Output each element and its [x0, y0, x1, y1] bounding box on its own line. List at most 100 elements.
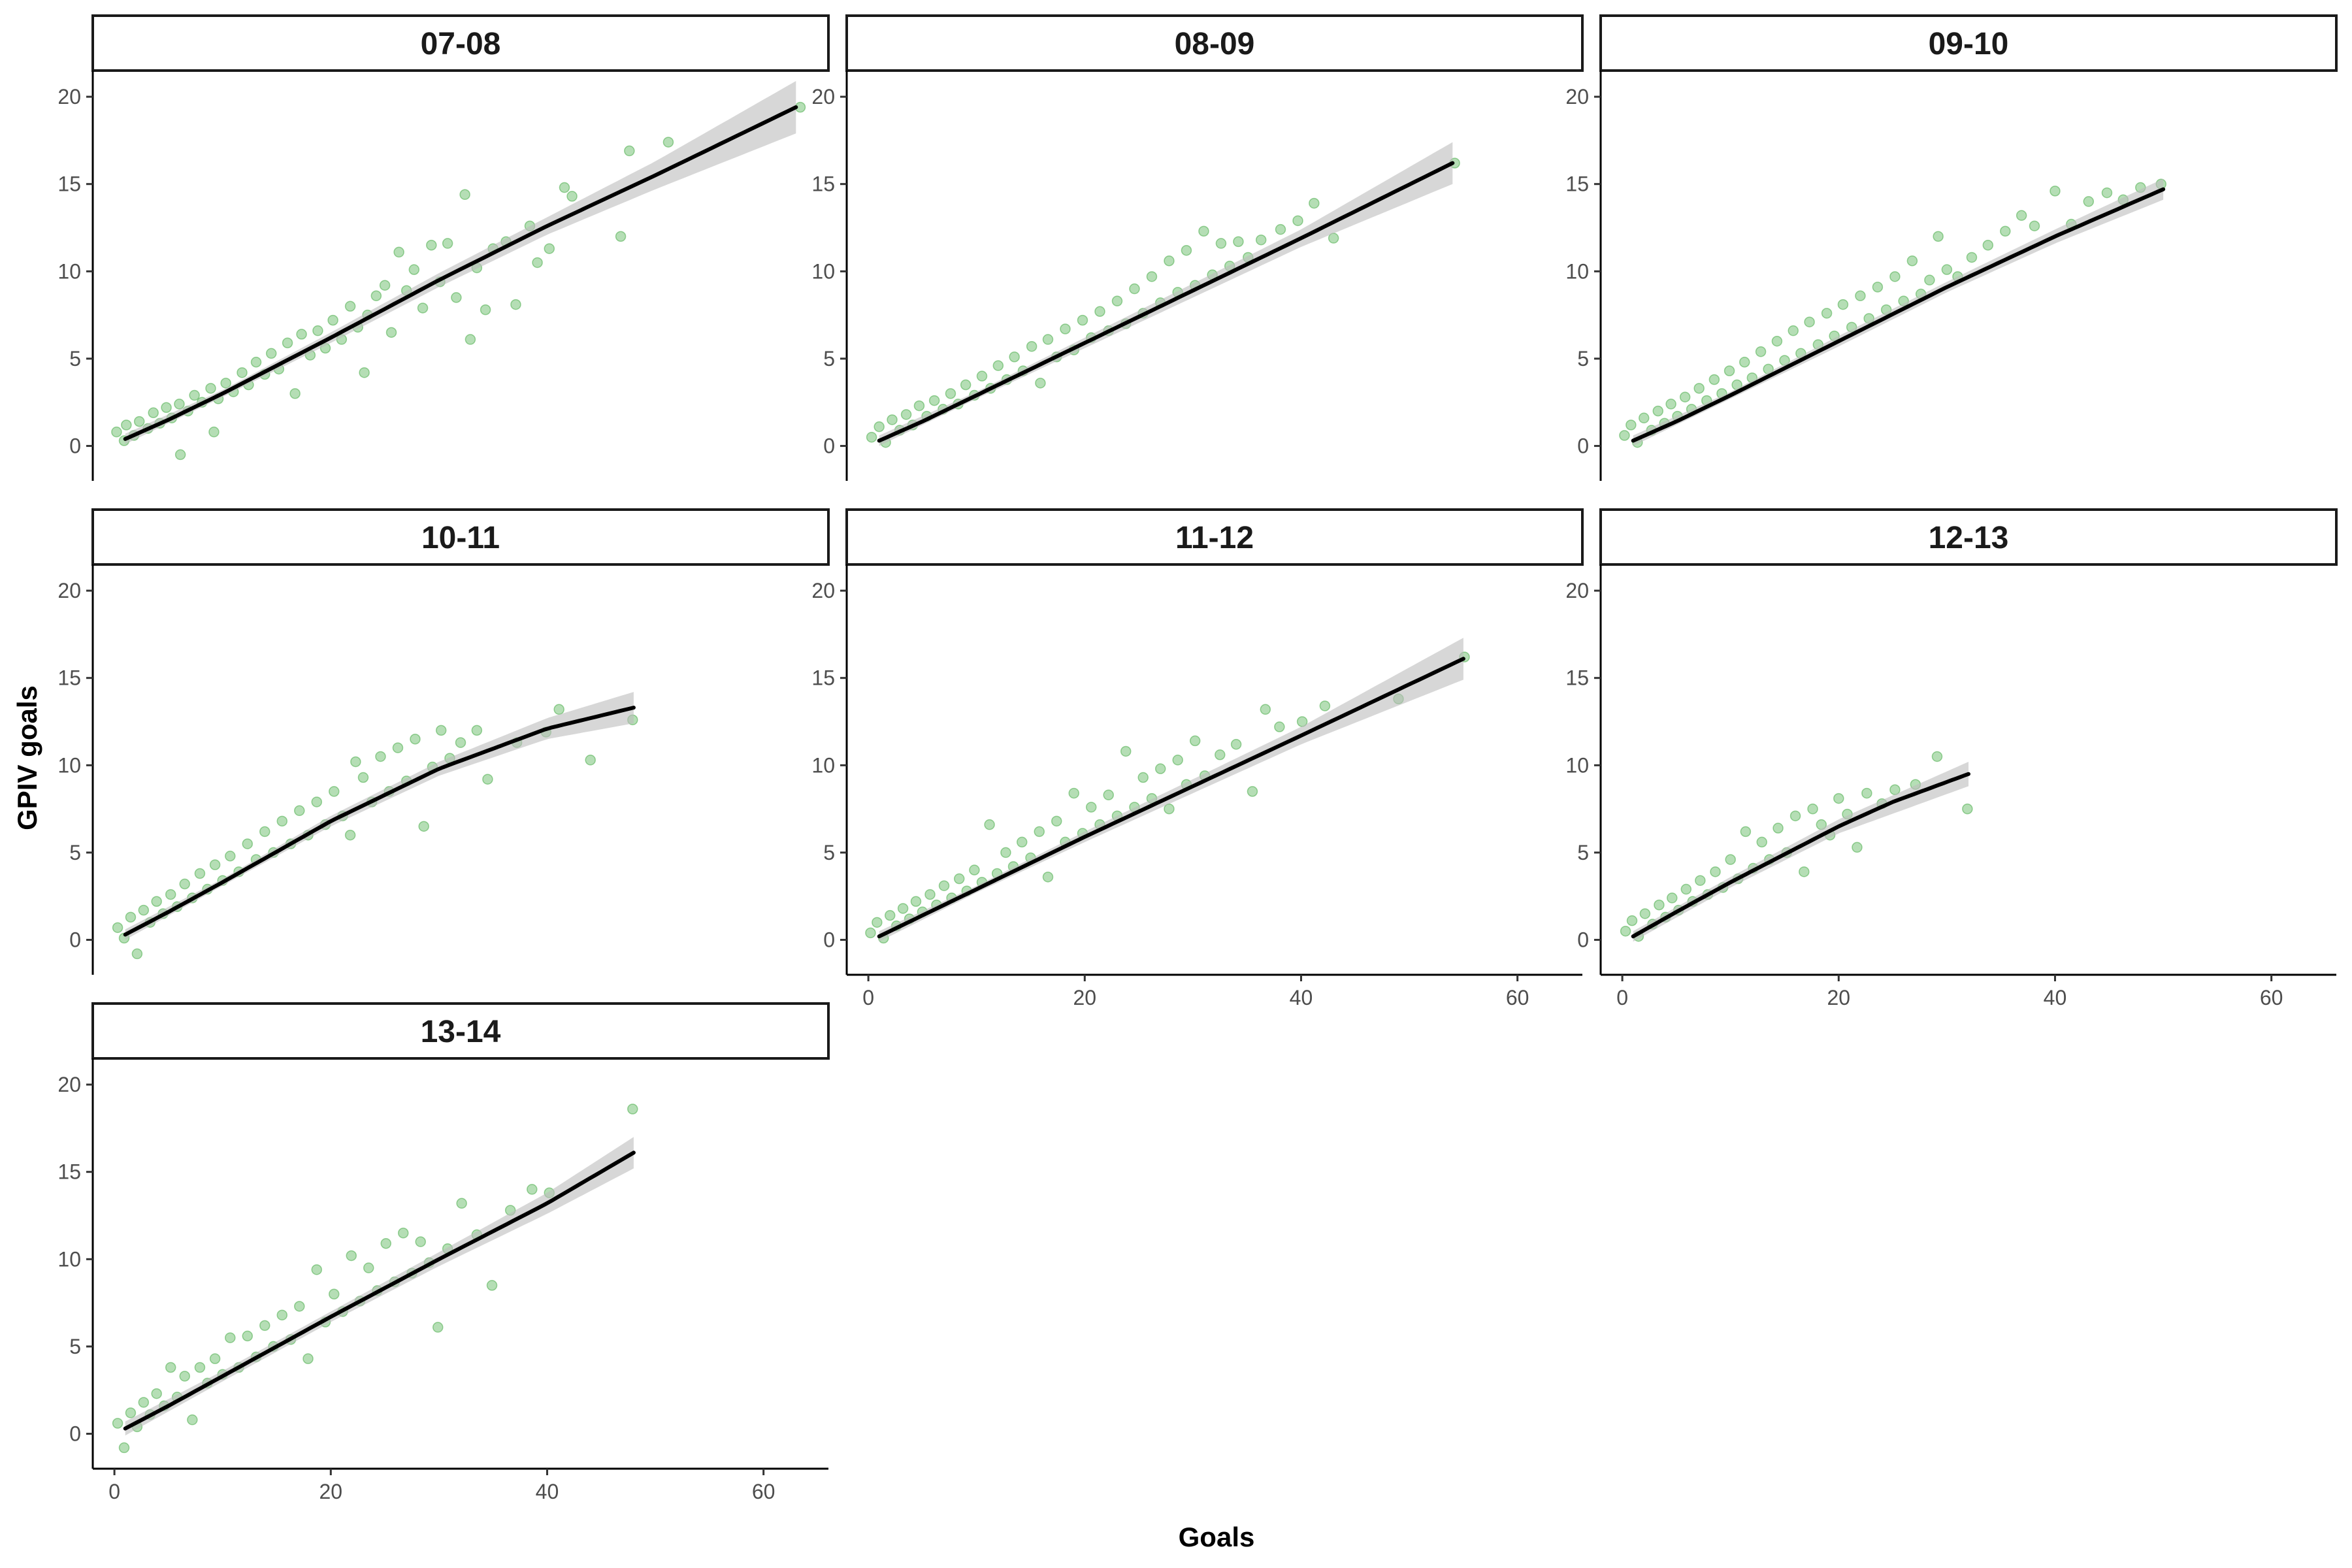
fit-line [1631, 187, 2166, 443]
y-tick-label: 15 [1565, 172, 1589, 196]
facet-strip [91, 1002, 830, 1060]
data-point [112, 922, 123, 934]
data-point [250, 357, 262, 368]
data-point [1198, 225, 1209, 237]
y-tick-label: 5 [1577, 841, 1589, 864]
y-tick-label: 5 [1577, 347, 1589, 370]
data-point [2000, 225, 2011, 237]
data-point [1833, 792, 1844, 804]
data-point [174, 399, 185, 410]
facet-strip-label: 08-09 [1175, 27, 1255, 61]
data-point [544, 243, 555, 254]
data-point [415, 1236, 426, 1247]
data-point [209, 1353, 221, 1364]
data-point [865, 927, 876, 939]
fit-line [877, 161, 1455, 443]
data-point [2016, 210, 2027, 221]
data-point [289, 388, 301, 399]
y-tick-label: 0 [1577, 928, 1589, 952]
facet-panel-13-14: 13-14 0 5 10 15 20 0 20 40 60 [57, 1002, 830, 1503]
data-point [276, 815, 288, 827]
data-point [242, 838, 253, 849]
y-tick-label: 0 [69, 434, 81, 458]
data-point [1215, 749, 1226, 760]
data-point [393, 246, 404, 258]
y-tick-label: 15 [811, 172, 835, 196]
data-point [872, 917, 883, 928]
data-point [165, 1362, 176, 1373]
facet-strip [1599, 508, 2338, 566]
data-point [125, 911, 137, 923]
data-point [1667, 892, 1678, 904]
y-tick-label: 10 [811, 259, 835, 283]
data-point [1260, 704, 1271, 715]
data-point [194, 1362, 206, 1373]
data-point [887, 414, 898, 425]
y-tick-label: 20 [1565, 579, 1589, 602]
data-point [866, 431, 877, 443]
data-point [379, 280, 391, 291]
y-tick-label: 20 [1565, 85, 1589, 108]
y-tick-label: 15 [57, 666, 81, 690]
data-point [1962, 803, 1973, 815]
data-point [1924, 274, 1935, 286]
x-tick-label: 40 [536, 1480, 559, 1503]
data-point [179, 878, 190, 890]
data-point [1060, 323, 1071, 335]
data-point [138, 904, 150, 916]
y-tick-label: 10 [1565, 753, 1589, 777]
data-point [953, 873, 965, 885]
data-point [435, 725, 447, 736]
data-point [480, 304, 491, 316]
data-point [969, 864, 980, 875]
data-point [1085, 802, 1097, 813]
data-point [392, 742, 404, 753]
data-point [1255, 234, 1267, 246]
data-point [1137, 772, 1149, 783]
data-point [131, 948, 143, 960]
data-point [151, 896, 162, 907]
fit-line [123, 706, 636, 937]
y-tick-label: 0 [823, 434, 835, 458]
x-tick-label: 0 [862, 986, 874, 1009]
data-point [344, 829, 356, 841]
data-point [359, 367, 370, 378]
data-point [209, 859, 221, 870]
data-point [1077, 314, 1088, 326]
data-point [1652, 405, 1664, 417]
data-point [410, 733, 421, 745]
data-point [1693, 383, 1705, 394]
data-point [225, 1332, 236, 1343]
data-point [161, 402, 172, 414]
data-point [1146, 271, 1158, 282]
data-point [1319, 700, 1331, 711]
y-tick-label: 15 [1565, 666, 1589, 690]
facet-strip-label: 13-14 [421, 1015, 501, 1049]
data-point [2083, 196, 2095, 207]
data-point [1094, 306, 1105, 318]
data-point [1804, 316, 1815, 328]
data-point [1111, 295, 1123, 306]
data-point [112, 1418, 123, 1429]
data-point [1034, 826, 1045, 838]
y-tick-label: 10 [57, 259, 81, 283]
data-point [111, 426, 122, 438]
x-tick-label: 0 [108, 1480, 120, 1503]
data-point [432, 1322, 444, 1333]
data-point [1103, 789, 1114, 800]
facet-strip [845, 14, 1584, 72]
data-point [960, 379, 972, 391]
data-point [329, 786, 340, 797]
y-tick-label: 10 [57, 1247, 81, 1271]
data-point [282, 337, 293, 349]
data-point [486, 1280, 498, 1291]
data-point [370, 290, 382, 301]
y-tick-label: 20 [811, 579, 835, 602]
data-point [976, 370, 988, 382]
facet-panel-11-12: 11-12 0 5 10 15 20 0 20 40 60 [811, 508, 1584, 1009]
data-point [1982, 239, 1994, 251]
facet-panels: 07-080510152008-090510152009-10051015201… [57, 14, 2338, 1503]
data-point [1247, 786, 1258, 797]
facet-strip-label: 11-12 [1175, 521, 1254, 555]
data-point [357, 772, 369, 783]
